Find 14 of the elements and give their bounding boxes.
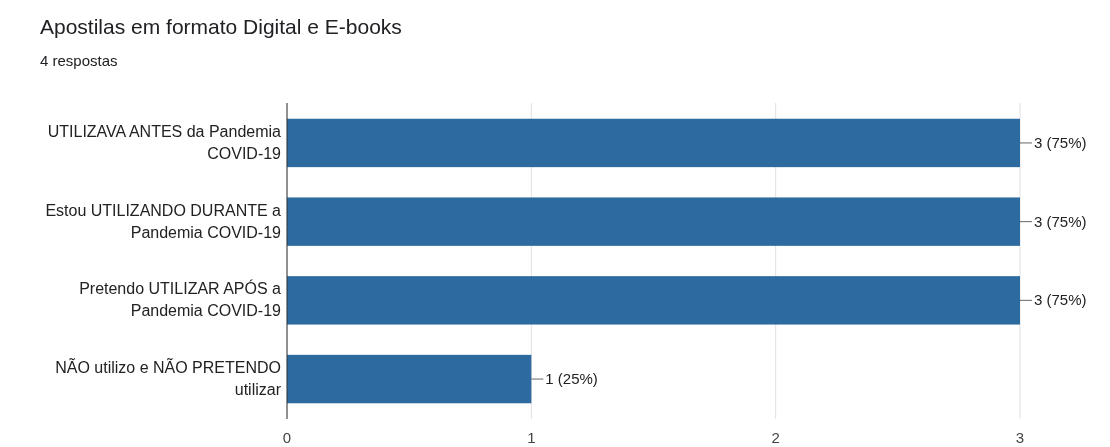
x-tick-label: 1 <box>527 429 536 446</box>
y-tick-label: Estou UTILIZANDO DURANTE a Pandemia COVID-19 <box>45 201 282 241</box>
x-tick-label: 2 <box>771 429 780 446</box>
data-label: 3 (75%) <box>1034 212 1087 230</box>
data-label: 3 (75%) <box>1034 291 1087 309</box>
text: 4 respostas <box>40 52 118 69</box>
y-tick-label: UTILIZAVA ANTES da Pandemia COVID-19 <box>47 122 282 162</box>
y-tick-label: Pretendo UTILIZAR APÓS a Pandemia COVID-19 <box>79 279 282 320</box>
y-tick-label: NÃO utilizo e NÃO PRETENDO utilizar <box>55 357 282 399</box>
data-label: 1 (25%) <box>545 370 598 388</box>
chart-title: Apostilas em formato Digital e E-books <box>40 15 402 38</box>
data-label: 3 (75%) <box>1034 133 1087 151</box>
x-tick-label: 3 <box>1015 429 1025 446</box>
x-tick-label: 0 <box>282 429 292 446</box>
